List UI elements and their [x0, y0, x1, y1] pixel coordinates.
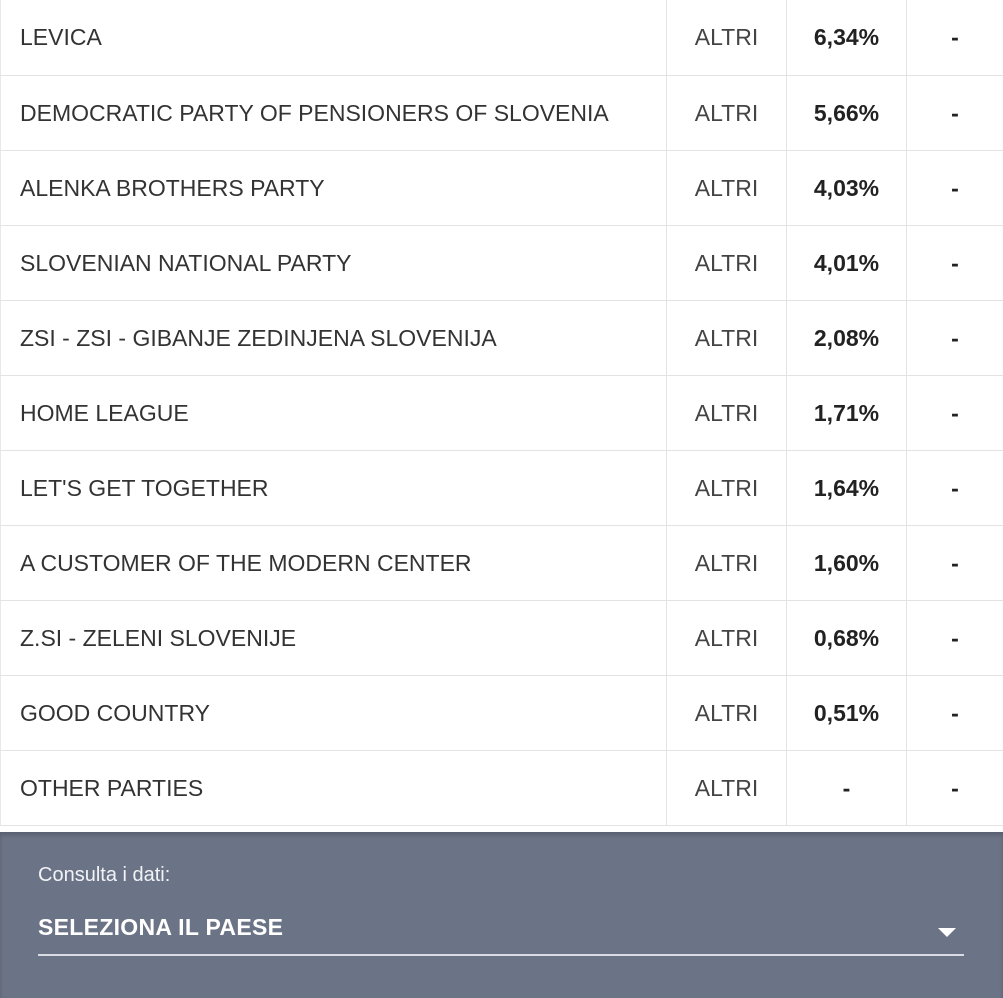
seats-value: - [906, 75, 1003, 151]
party-name: ALENKA BROTHERS PARTY [0, 150, 667, 226]
party-group: ALTRI [666, 675, 787, 751]
party-name: DEMOCRATIC PARTY OF PENSIONERS OF SLOVEN… [0, 75, 667, 151]
seats-value: - [906, 375, 1003, 451]
seats-value: - [906, 300, 1003, 376]
vote-percent: 1,64% [786, 450, 907, 526]
vote-percent: 5,66% [786, 75, 907, 151]
caret-down-icon [938, 928, 956, 937]
seats-value: - [906, 525, 1003, 601]
table-row: ZSI - ZSI - GIBANJE ZEDINJENA SLOVENIJA … [0, 300, 1003, 376]
table-row: HOME LEAGUE ALTRI 1,71% - [0, 375, 1003, 451]
party-name: GOOD COUNTRY [0, 675, 667, 751]
table-row: OTHER PARTIES ALTRI - - [0, 750, 1003, 826]
vote-percent: 1,71% [786, 375, 907, 451]
table-row: GOOD COUNTRY ALTRI 0,51% - [0, 675, 1003, 751]
seats-value: - [906, 225, 1003, 301]
party-name: SLOVENIAN NATIONAL PARTY [0, 225, 667, 301]
vote-percent: 2,08% [786, 300, 907, 376]
table-row: ALENKA BROTHERS PARTY ALTRI 4,03% - [0, 150, 1003, 226]
vote-percent: 0,51% [786, 675, 907, 751]
seats-value: - [906, 450, 1003, 526]
vote-percent: 6,34% [786, 0, 907, 76]
party-group: ALTRI [666, 600, 787, 676]
country-select-value: SELEZIONA IL PAESE [38, 914, 284, 940]
party-group: ALTRI [666, 750, 787, 826]
table-row: SLOVENIAN NATIONAL PARTY ALTRI 4,01% - [0, 225, 1003, 301]
party-name: LET'S GET TOGETHER [0, 450, 667, 526]
party-name: ZSI - ZSI - GIBANJE ZEDINJENA SLOVENIJA [0, 300, 667, 376]
table-row: LEVICA ALTRI 6,34% - [0, 0, 1003, 76]
party-name: LEVICA [0, 0, 667, 76]
table-row: LET'S GET TOGETHER ALTRI 1,64% - [0, 450, 1003, 526]
seats-value: - [906, 150, 1003, 226]
party-name: OTHER PARTIES [0, 750, 667, 826]
results-table-body: LEVICA ALTRI 6,34% - DEMOCRATIC PARTY OF… [0, 0, 1003, 826]
vote-percent: 4,01% [786, 225, 907, 301]
party-name: A CUSTOMER OF THE MODERN CENTER [0, 525, 667, 601]
country-select[interactable]: SELEZIONA IL PAESE [38, 910, 964, 956]
party-group: ALTRI [666, 0, 787, 76]
seats-value: - [906, 675, 1003, 751]
party-group: ALTRI [666, 525, 787, 601]
party-group: ALTRI [666, 375, 787, 451]
table-row: DEMOCRATIC PARTY OF PENSIONERS OF SLOVEN… [0, 75, 1003, 151]
vote-percent: 4,03% [786, 150, 907, 226]
party-group: ALTRI [666, 300, 787, 376]
table-row: Z.SI - ZELENI SLOVENIJE ALTRI 0,68% - [0, 600, 1003, 676]
vote-percent: - [786, 750, 907, 826]
party-group: ALTRI [666, 75, 787, 151]
results-table: LEVICA ALTRI 6,34% - DEMOCRATIC PARTY OF… [0, 0, 1003, 826]
party-group: ALTRI [666, 450, 787, 526]
party-name: Z.SI - ZELENI SLOVENIJE [0, 600, 667, 676]
seats-value: - [906, 0, 1003, 76]
seats-value: - [906, 750, 1003, 826]
vote-percent: 1,60% [786, 525, 907, 601]
party-name: HOME LEAGUE [0, 375, 667, 451]
vote-percent: 0,68% [786, 600, 907, 676]
data-footer-panel: Consulta i dati: SELEZIONA IL PAESE [0, 832, 1003, 998]
consult-data-label: Consulta i dati: [38, 864, 171, 886]
table-row: A CUSTOMER OF THE MODERN CENTER ALTRI 1,… [0, 525, 1003, 601]
seats-value: - [906, 600, 1003, 676]
party-group: ALTRI [666, 225, 787, 301]
party-group: ALTRI [666, 150, 787, 226]
